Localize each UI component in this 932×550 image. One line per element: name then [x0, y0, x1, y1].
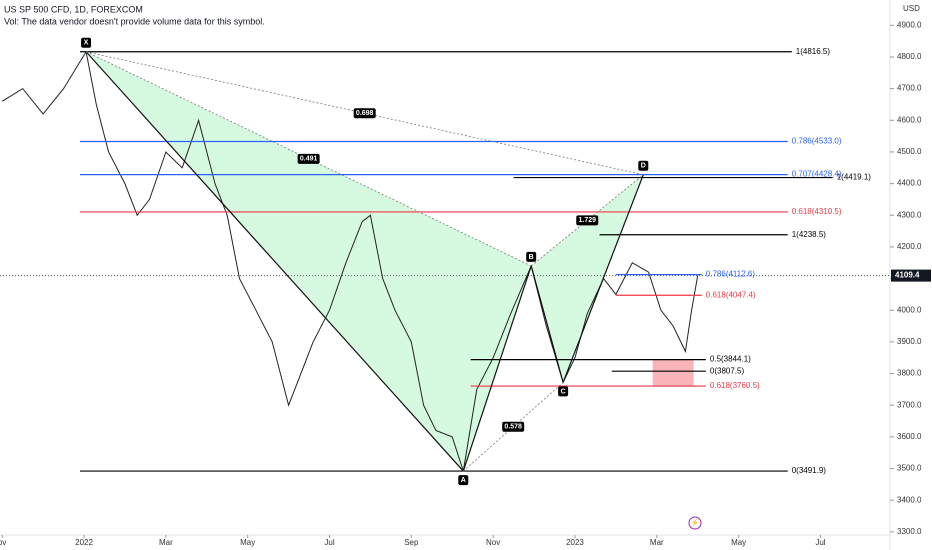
pattern-leg [85, 51, 464, 472]
ratio-label: 0.578 [504, 424, 522, 431]
x-tick-label: Sep [404, 538, 419, 547]
y-tick-label: 4300.0 [897, 210, 922, 219]
fib-level-label: 0.707(4428.4) [792, 170, 842, 179]
chart-title: US SP 500 CFD, 1D, FOREXCOM [4, 4, 143, 14]
y-tick-label: 3300.0 [897, 527, 922, 536]
x-tick-label: Jul [324, 538, 334, 547]
pattern-leg [462, 265, 532, 472]
point-label: B [529, 254, 534, 261]
fib-level-label: 0.618(4047.4) [706, 290, 756, 299]
x-tick-label: 2023 [566, 538, 584, 547]
y-tick-label: 4600.0 [897, 115, 922, 124]
fib-level-label: 1(4419.1) [837, 173, 872, 182]
point-label: A [461, 477, 466, 484]
target-zone [652, 359, 694, 387]
fib-level-label: 0(3491.9) [792, 466, 827, 475]
x-tick-label: Nov [486, 538, 500, 547]
ratio-box [297, 153, 320, 164]
x-tick-label: Jul [815, 538, 825, 547]
fib-level-label: 0.618(3760.5) [710, 381, 760, 390]
fib-level-label: 1(4238.5) [792, 230, 827, 239]
ratio-label: 0.698 [356, 110, 374, 117]
x-tick-label: May [240, 538, 255, 547]
ratio-label: 0.491 [300, 156, 318, 163]
y-tick-label: 4200.0 [897, 242, 922, 251]
point-box [526, 251, 537, 262]
x-tick-label: May [731, 538, 746, 547]
event-icon-glyph[interactable]: ⚡ [691, 518, 700, 527]
y-tick-label: 4900.0 [897, 20, 922, 29]
y-tick-label: 4000.0 [897, 305, 922, 314]
subtitle: Vol: The data vendor doesn't provide vol… [4, 16, 265, 26]
x-tick-label: Mar [650, 538, 664, 547]
fib-level-label: 0.786(4112.6) [706, 270, 756, 279]
point-label: D [641, 163, 646, 170]
y-tick-label: 3800.0 [897, 369, 922, 378]
last-price-label: 4109.4 [895, 271, 920, 280]
y-tick-label: 4700.0 [897, 84, 922, 93]
fib-level-label: 0.786(4533.0) [792, 137, 842, 146]
fib-level-label: 0(3807.5) [710, 366, 745, 375]
point-box [558, 386, 569, 397]
currency: USD [903, 4, 920, 13]
y-tick-label: 3700.0 [897, 400, 922, 409]
y-tick-label: 3600.0 [897, 432, 922, 441]
ratio-box [353, 108, 376, 119]
y-tick-label: 3900.0 [897, 337, 922, 346]
fib-level-label: 0.5(3844.1) [710, 355, 751, 364]
y-tick-label: 4400.0 [897, 179, 922, 188]
y-tick-label: 4800.0 [897, 52, 922, 61]
x-tick-label: Mar [159, 538, 173, 547]
point-label: C [561, 388, 566, 395]
x-tick-label: 2022 [75, 538, 93, 547]
event-icon[interactable] [688, 516, 702, 530]
pattern-fill [86, 51, 532, 472]
pattern-fill [531, 174, 644, 383]
point-box [458, 475, 469, 486]
x-tick-label: ov [0, 538, 6, 547]
point-box [638, 160, 649, 171]
pattern-leg [530, 265, 564, 383]
last-price-box [891, 269, 931, 282]
y-tick-label: 3500.0 [897, 464, 922, 473]
point-box [81, 37, 92, 48]
pattern-leg [562, 174, 644, 383]
fib-level-label: 0.618(4310.5) [792, 207, 842, 216]
y-tick-label: 3400.0 [897, 495, 922, 504]
ratio-label: 1.729 [578, 217, 596, 224]
ratio-box [502, 421, 525, 432]
ratio-box [576, 215, 599, 226]
fib-level-label: 1(4816.5) [796, 47, 831, 56]
point-label: X [84, 40, 89, 47]
y-tick-label: 4500.0 [897, 147, 922, 156]
